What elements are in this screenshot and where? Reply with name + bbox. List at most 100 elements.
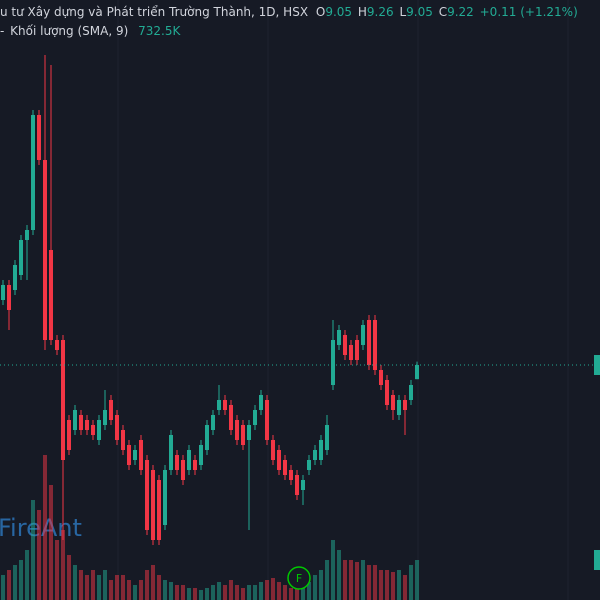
candle-body xyxy=(235,420,239,440)
volume-bar xyxy=(19,560,23,600)
volume-bar xyxy=(307,582,311,600)
candle-body xyxy=(211,415,215,430)
volume-bar xyxy=(163,580,167,600)
ohlc-value: 9.26 xyxy=(367,5,394,19)
candle-body xyxy=(85,420,89,430)
candle-body xyxy=(121,430,125,450)
volume-bar xyxy=(109,580,113,600)
candle-body xyxy=(199,445,203,465)
candle-body xyxy=(73,410,77,430)
candle-body xyxy=(109,400,113,420)
candle-body xyxy=(373,320,377,370)
candle-body xyxy=(217,400,221,410)
volume-bar xyxy=(61,530,65,600)
candle-body xyxy=(49,250,53,340)
candle-body xyxy=(1,285,5,300)
ohlc-value: 9.05 xyxy=(325,5,352,19)
candle-body xyxy=(349,345,353,360)
candle-body xyxy=(127,445,131,465)
event-marker[interactable] xyxy=(287,566,311,590)
candle-body xyxy=(343,335,347,355)
volume-bar xyxy=(37,510,41,600)
candle-body xyxy=(115,415,119,440)
volume-bar xyxy=(151,565,155,600)
volume-bar xyxy=(175,585,179,600)
volume-header: - Khối lượng (SMA, 9) 732.5K xyxy=(0,24,181,38)
volume-bar xyxy=(211,585,215,600)
volume-value: 732.5K xyxy=(138,24,181,38)
volume-bar xyxy=(181,585,185,600)
ohlc-label: L xyxy=(399,5,406,19)
volume-layer xyxy=(1,455,419,600)
ohlc-label: C xyxy=(439,5,447,19)
volume-bar xyxy=(295,585,299,600)
price-label-edge xyxy=(594,355,600,375)
volume-bar xyxy=(325,560,329,600)
volume-bar xyxy=(367,565,371,600)
candle-body xyxy=(133,450,137,460)
candle-body xyxy=(403,400,407,410)
volume-name: Khối lượng (SMA, 9) xyxy=(10,24,128,38)
volume-bar xyxy=(403,575,407,600)
volume-bar xyxy=(7,570,11,600)
candle-body xyxy=(385,380,389,405)
ohlc-value: 9.22 xyxy=(447,5,474,19)
ohlc-label: O xyxy=(316,5,325,19)
volume-bar xyxy=(349,560,353,600)
volume-label-edge xyxy=(594,550,600,570)
candle-body xyxy=(145,460,149,530)
volume-bar xyxy=(277,582,281,600)
candle-body xyxy=(325,425,329,450)
title: u tư Xây dựng và Phát triển Trường Thành… xyxy=(0,5,308,19)
candle-body xyxy=(7,285,11,310)
candle-body xyxy=(31,115,35,230)
candle-body xyxy=(241,425,245,445)
volume-bar xyxy=(55,540,59,600)
volume-bar xyxy=(391,572,395,600)
volume-bar xyxy=(319,570,323,600)
candle-body xyxy=(205,425,209,450)
volume-bar xyxy=(193,588,197,600)
candle-body xyxy=(415,365,419,380)
ohlc-value: 9.05 xyxy=(406,5,433,19)
volume-bar xyxy=(91,570,95,600)
candle-body xyxy=(409,385,413,400)
candle-body xyxy=(313,450,317,460)
volume-bar xyxy=(115,575,119,600)
candle-body xyxy=(223,400,227,410)
candle-body xyxy=(61,340,65,460)
candle-body xyxy=(37,115,41,160)
volume-bar xyxy=(1,575,5,600)
volume-bar xyxy=(409,565,413,600)
volume-bar xyxy=(31,500,35,600)
volume-bar xyxy=(133,585,137,600)
volume-bar xyxy=(247,585,251,600)
candle-body xyxy=(265,400,269,440)
volume-bar xyxy=(79,570,83,600)
volume-bar xyxy=(13,565,17,600)
volume-bar xyxy=(271,578,275,600)
volume-bar xyxy=(289,588,293,600)
candle-body xyxy=(253,410,257,425)
candle-body xyxy=(163,470,167,525)
volume-bar xyxy=(121,575,125,600)
ohlc-label: H xyxy=(358,5,367,19)
change: +0.11 (+1.21%) xyxy=(480,5,578,19)
volume-bar xyxy=(385,570,389,600)
candle-body xyxy=(193,460,197,470)
candle-body xyxy=(175,455,179,470)
candle-body xyxy=(247,425,251,440)
volume-bar xyxy=(49,485,53,600)
volume-bar xyxy=(343,560,347,600)
candle-body xyxy=(295,475,299,495)
candle-body xyxy=(367,320,371,365)
volume-bar xyxy=(103,570,107,600)
candle-body xyxy=(19,240,23,275)
volume-bar xyxy=(229,580,233,600)
volume-bar xyxy=(217,582,221,600)
candle-body xyxy=(229,405,233,430)
candle-body xyxy=(391,395,395,410)
volume-bar xyxy=(235,585,239,600)
candle-body xyxy=(139,440,143,470)
